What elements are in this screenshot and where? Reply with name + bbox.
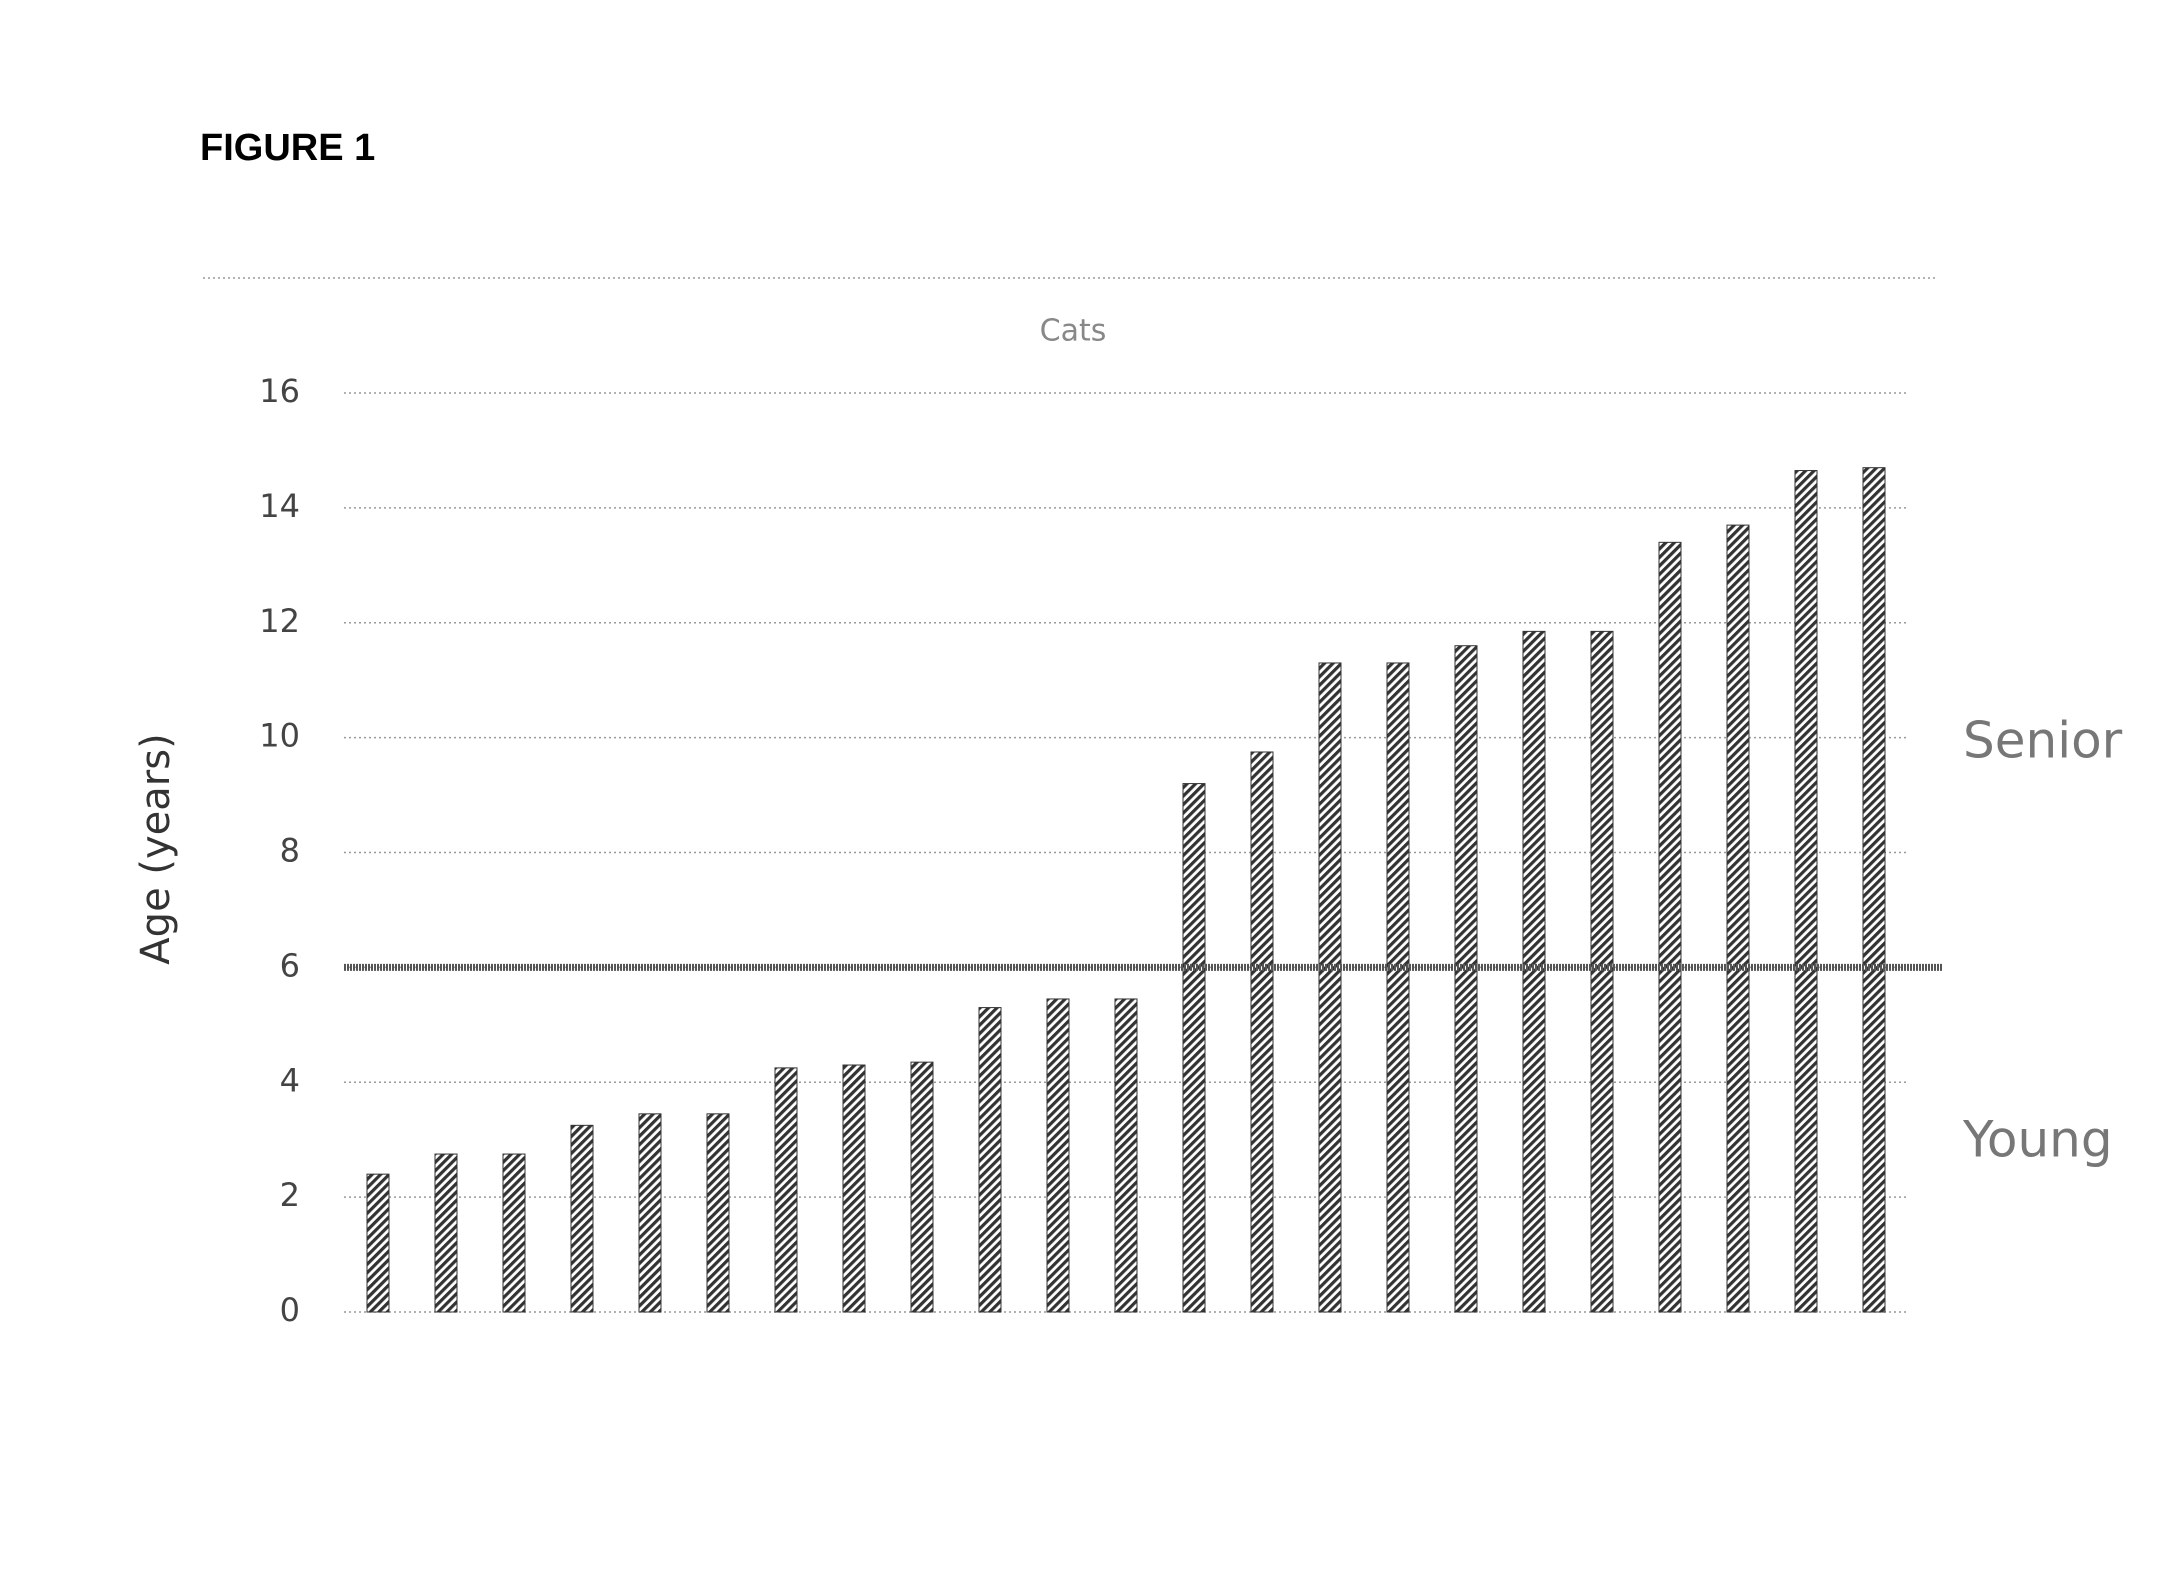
annotation: Young (1962, 1111, 2113, 1169)
bar (706, 1113, 730, 1313)
bar (1250, 751, 1274, 1313)
bar (1386, 662, 1410, 1313)
bar (978, 1007, 1002, 1313)
bar (1794, 470, 1818, 1313)
bar (1182, 783, 1206, 1313)
y-tick-label: 16 (259, 372, 300, 410)
y-tick-label: 6 (280, 946, 300, 984)
bar (1862, 467, 1886, 1313)
bar (1522, 630, 1546, 1313)
bar (434, 1153, 458, 1313)
bar (570, 1124, 594, 1313)
bar (1046, 998, 1070, 1313)
y-tick-label: 14 (259, 487, 300, 525)
bar (1318, 662, 1342, 1313)
bar (774, 1067, 798, 1313)
chart-title: Cats (1040, 314, 1107, 349)
bar (366, 1173, 390, 1313)
bar (1590, 630, 1614, 1313)
y-tick-label: 2 (280, 1176, 300, 1214)
y-tick-label: 0 (280, 1291, 300, 1329)
bar (1114, 998, 1138, 1313)
bar (502, 1153, 526, 1313)
y-tick-label: 12 (259, 602, 300, 640)
figure-label: FIGURE 1 (200, 127, 375, 169)
bar (842, 1064, 866, 1313)
bar (1658, 541, 1682, 1313)
annotation: Senior (1963, 712, 2123, 770)
y-tick-label: 4 (280, 1061, 300, 1099)
y-tick-label: 8 (280, 832, 300, 870)
bar (910, 1061, 934, 1313)
bar (638, 1113, 662, 1313)
y-axis-label: Age (years) (133, 733, 179, 964)
y-tick-label: 10 (259, 717, 300, 755)
bar (1454, 645, 1478, 1313)
bar (1726, 524, 1750, 1313)
